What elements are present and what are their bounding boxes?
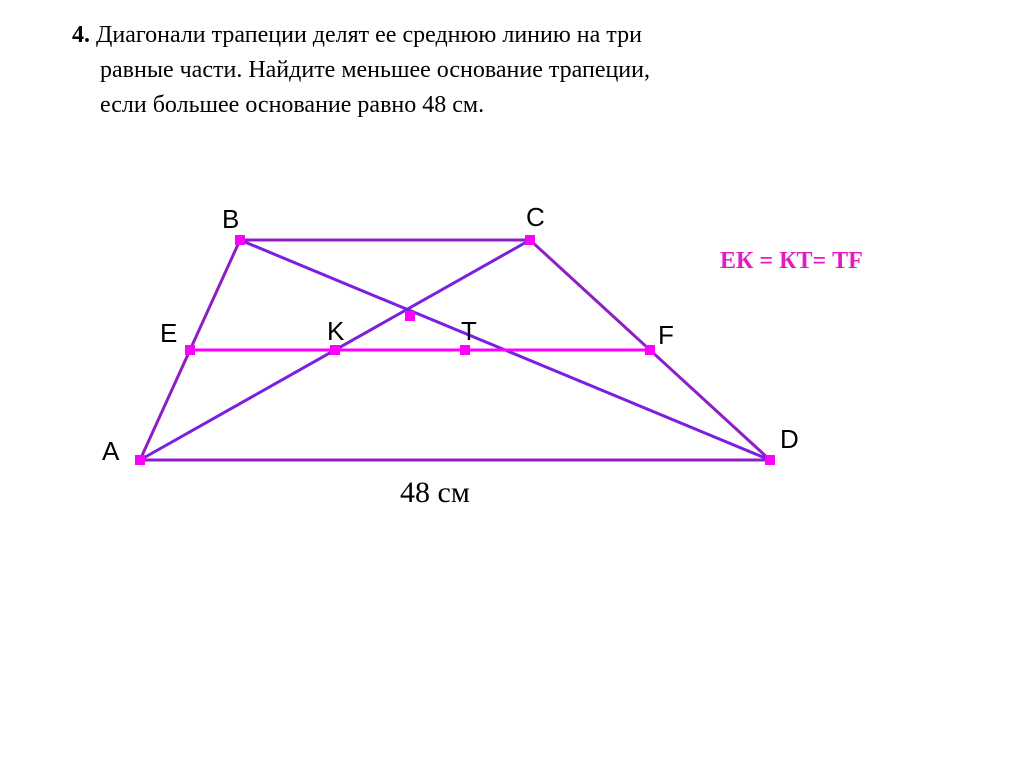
point-X xyxy=(405,311,415,321)
label-E: E xyxy=(160,318,177,349)
label-D: D xyxy=(780,424,799,455)
trapezoid-diagram: ABCDEKTF48 см xyxy=(110,200,810,520)
problem-text: 4. Диагонали трапеции делят ее среднюю л… xyxy=(72,18,952,122)
point-C xyxy=(525,235,535,245)
label-B: B xyxy=(222,204,239,235)
problem-number: 4. xyxy=(72,22,90,48)
label-C: C xyxy=(526,202,545,233)
point-B xyxy=(235,235,245,245)
label-F: F xyxy=(658,320,674,351)
point-A xyxy=(135,455,145,465)
label-K: K xyxy=(327,316,344,347)
label-A: A xyxy=(102,436,119,467)
problem-line-1: Диагонали трапеции делят ее среднюю лини… xyxy=(96,22,642,48)
point-E xyxy=(185,345,195,355)
diagram-svg xyxy=(110,200,810,520)
base-length-label: 48 см xyxy=(400,476,470,510)
point-F xyxy=(645,345,655,355)
problem-line-3: если большее основание равно 48 см. xyxy=(100,88,484,123)
problem-line-2: равные части. Найдите меньшее основание … xyxy=(100,53,650,88)
point-D xyxy=(765,455,775,465)
label-T: T xyxy=(461,316,477,347)
